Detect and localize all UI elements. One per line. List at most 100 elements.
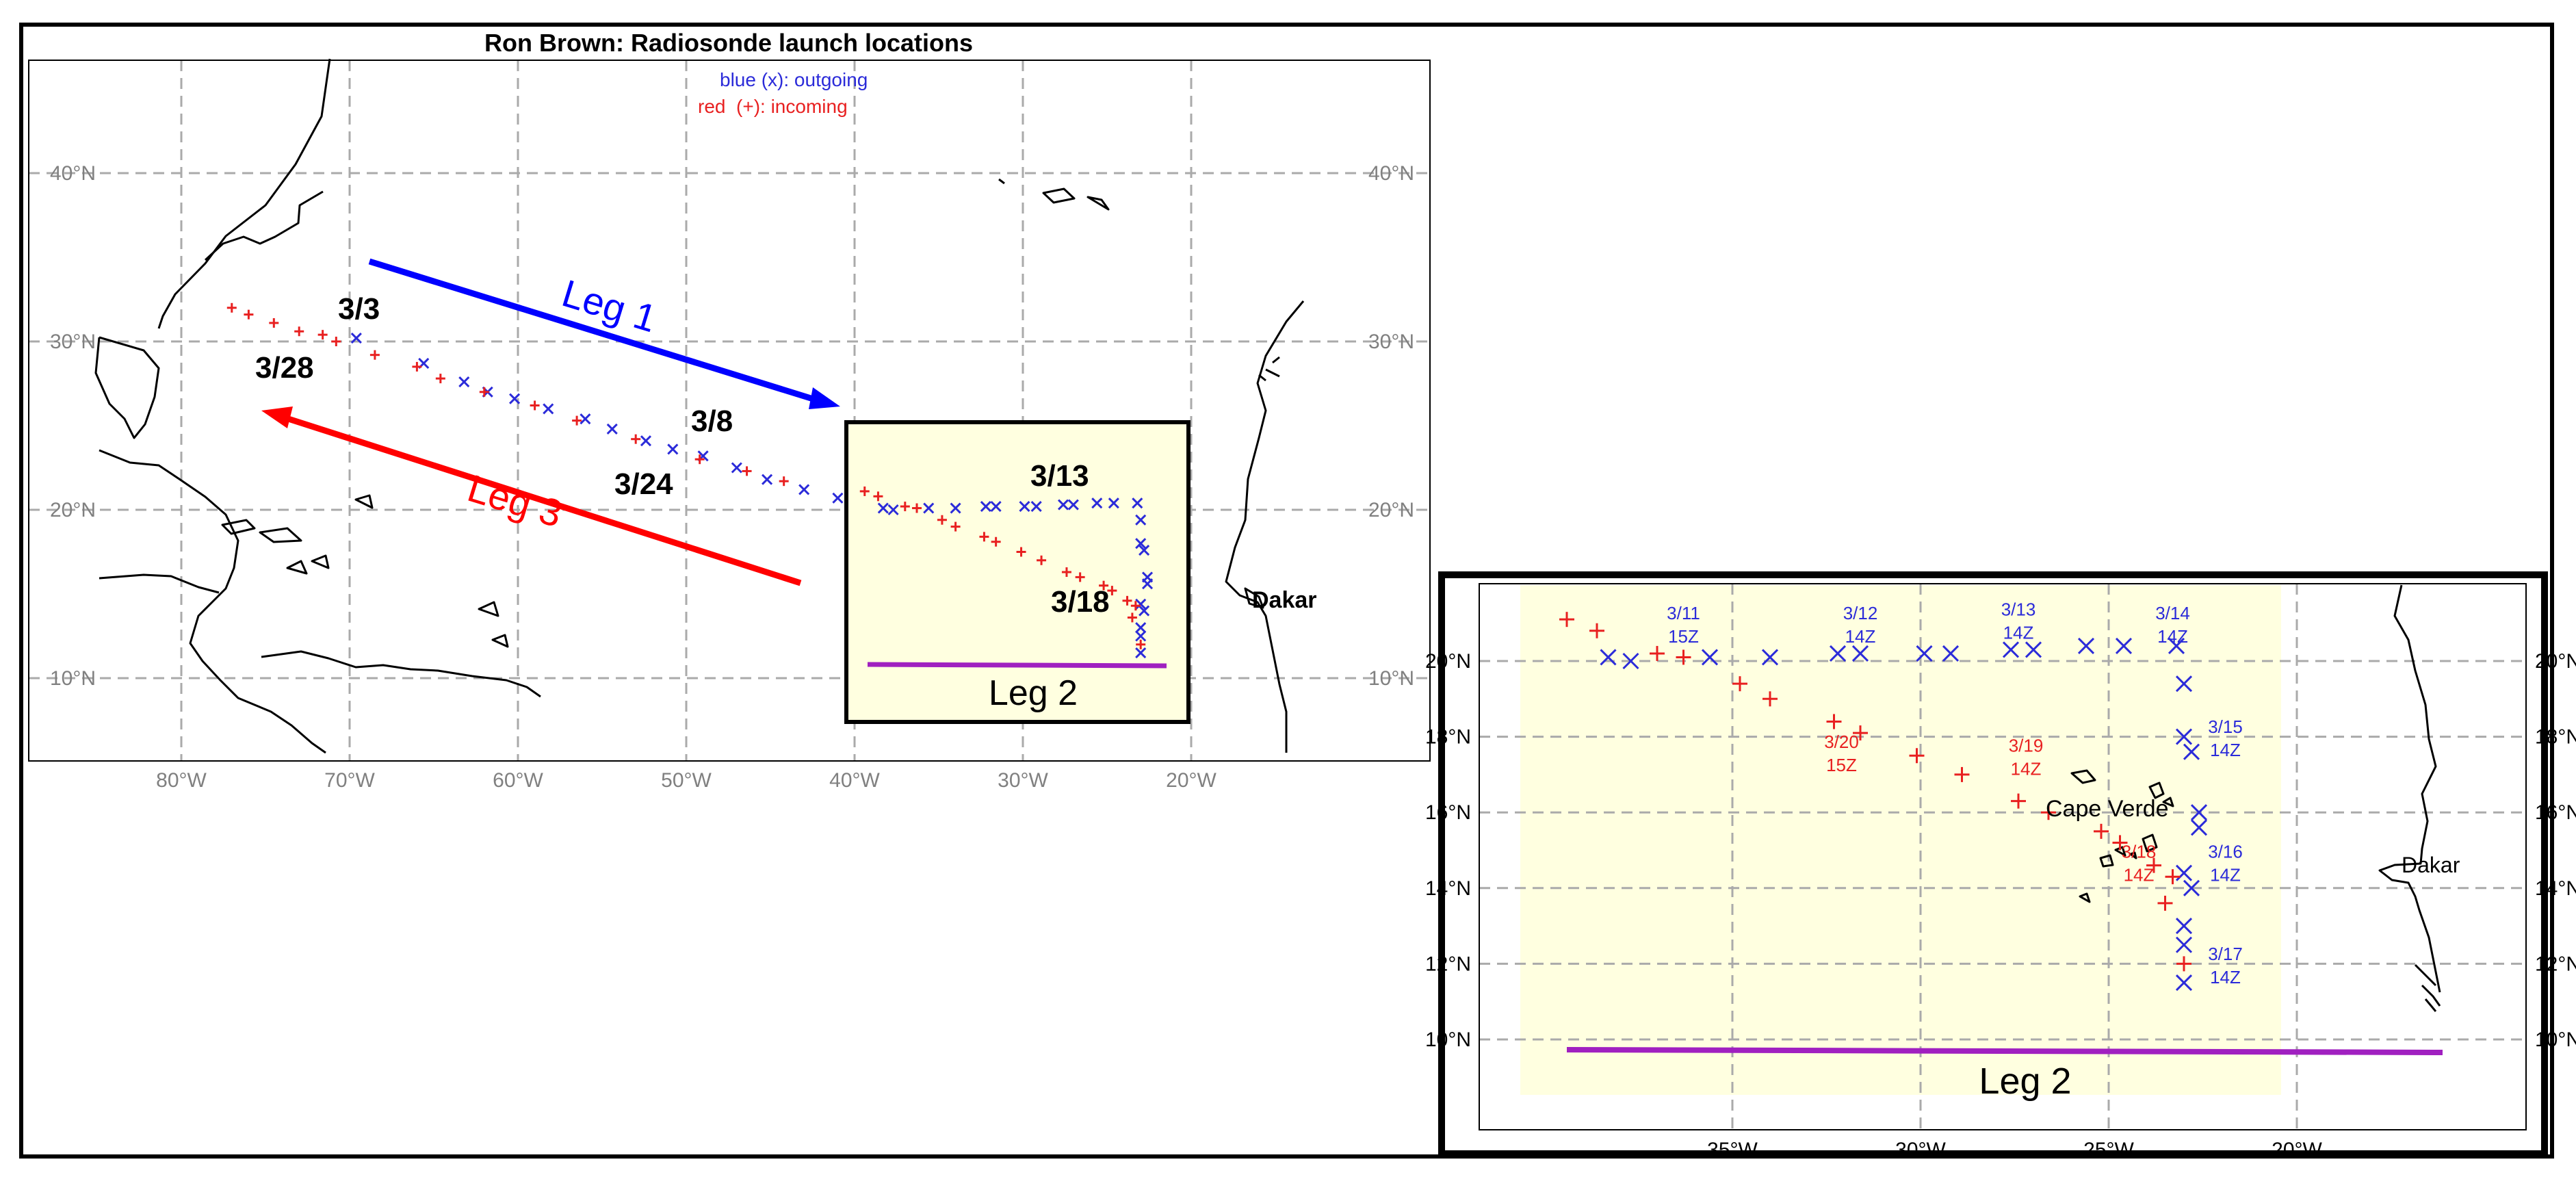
incoming-launch-marker xyxy=(369,350,380,360)
inset-incoming-launch-marker xyxy=(2146,857,2161,873)
incoming-launch-marker xyxy=(1016,547,1026,557)
incoming-launch-marker xyxy=(742,466,752,476)
inset-outgoing-launch-marker xyxy=(2190,819,2208,836)
date-label-3-28: 3/28 xyxy=(255,351,314,385)
date-label-3-3: 3/3 xyxy=(338,292,380,326)
leg2-label: Leg 2 xyxy=(989,673,1078,713)
inset-lat-tick-label-right: 14°N xyxy=(2535,877,2576,900)
inset-outgoing-launch-marker xyxy=(2175,675,2193,693)
main-map-frame xyxy=(28,60,1431,762)
inset-lat-tick-label-right: 10°N xyxy=(2535,1029,2576,1051)
lon-tick-label: 70°W xyxy=(324,769,375,792)
incoming-launch-marker xyxy=(1037,555,1047,565)
outgoing-launch-marker xyxy=(1141,578,1154,590)
inset-launch-date-label: 3/15 xyxy=(2208,716,2243,737)
outgoing-launch-marker xyxy=(1132,497,1143,509)
lon-tick-label: 40°W xyxy=(829,769,880,792)
inset-lon-tick-label: 30°W xyxy=(1895,1139,1946,1161)
inset-launch-date-label: 3/18 xyxy=(2122,842,2157,862)
outgoing-launch-marker xyxy=(350,333,362,344)
incoming-launch-marker xyxy=(1130,601,1141,611)
inset-lat-tick-label-left: 14°N xyxy=(1425,877,1471,900)
incoming-launch-marker xyxy=(1099,580,1109,591)
outgoing-launch-marker xyxy=(509,393,521,404)
inset-lat-tick-label-left: 18°N xyxy=(1425,726,1471,749)
inset-outgoing-launch-marker xyxy=(1622,652,1639,670)
inset-incoming-launch-marker xyxy=(1826,714,1842,729)
outgoing-launch-marker xyxy=(580,413,591,425)
lat-tick-label-right: 20°N xyxy=(1368,499,1414,521)
lat-tick-label-right: 10°N xyxy=(1368,667,1414,690)
lat-tick-label-left: 30°N xyxy=(50,331,96,353)
inset-launch-time-label: 14Z xyxy=(2210,865,2241,885)
main-map-grid xyxy=(29,60,1430,761)
lat-tick-label-right: 30°N xyxy=(1368,331,1414,353)
place-label-dakar-inset: Dakar xyxy=(2402,853,2460,877)
outgoing-launch-marker xyxy=(731,462,742,474)
incoming-launch-marker xyxy=(1127,612,1137,623)
inset-incoming-launch-marker xyxy=(1853,725,1868,741)
incoming-launch-marker xyxy=(694,454,705,465)
inset-incoming-launch-marker xyxy=(2094,823,2109,839)
outgoing-launch-marker xyxy=(1135,647,1147,659)
inset-lat-tick-label-right: 16°N xyxy=(2535,801,2576,824)
outgoing-launch-marker xyxy=(1135,514,1147,526)
inset-outgoing-launch-marker xyxy=(2190,804,2208,821)
inset-launch-date-label: 3/12 xyxy=(1843,603,1878,623)
inset-lat-tick-label-right: 18°N xyxy=(2535,726,2576,749)
main-map-tick-labels: 80°W 70°W 60°W 50°W 40°W 30°W 20°W 40°N 40°N 30°N… xyxy=(50,162,1414,792)
outgoing-launch-marker xyxy=(762,474,773,485)
inset-lon-tick-label: 25°W xyxy=(2083,1139,2134,1161)
inset-outgoing-launch-marker xyxy=(2175,728,2193,745)
inset-lat-tick-label-right: 20°N xyxy=(2535,650,2576,673)
lon-tick-label: 20°W xyxy=(1166,769,1217,792)
outgoing-launch-marker xyxy=(1030,501,1042,513)
outgoing-launch-marker xyxy=(877,502,889,514)
inset-outgoing-launch-marker xyxy=(2175,936,2193,953)
incoming-launch-marker xyxy=(950,521,961,532)
incoming-launch-marker xyxy=(331,337,341,346)
incoming-launch-marker xyxy=(859,486,870,496)
main-map-launch-markers xyxy=(226,302,1154,659)
inset-launch-time-label: 15Z xyxy=(1826,755,1857,775)
inset-incoming-launch-marker xyxy=(1732,676,1747,692)
inset-map-tick-labels: 35°W 30°W 25°W 20°W 20°N 20°N 18°N 18°N 16°N 16°N… xyxy=(1425,650,2576,1161)
inset-map-grid xyxy=(1479,584,2526,1130)
inset-outgoing-launch-marker xyxy=(2077,637,2095,654)
outgoing-launch-marker xyxy=(640,435,652,447)
leg2-line xyxy=(867,662,1167,669)
date-label-3-13: 3/13 xyxy=(1030,459,1089,493)
outgoing-launch-marker xyxy=(1135,630,1147,642)
incoming-launch-marker xyxy=(1061,567,1071,578)
inset-launch-date-label: 3/20 xyxy=(1824,732,1859,752)
outgoing-launch-marker xyxy=(1139,605,1150,617)
inset-outgoing-launch-marker xyxy=(2175,918,2193,935)
lat-tick-label-left: 10°N xyxy=(50,667,96,690)
incoming-launch-marker xyxy=(912,503,922,513)
place-label-dakar: Dakar xyxy=(1252,587,1317,613)
lat-tick-label-left: 20°N xyxy=(50,499,96,521)
inset-outgoing-launch-marker xyxy=(1761,649,1779,666)
inset-launch-time-label: 14Z xyxy=(1845,626,1876,647)
outgoing-launch-marker xyxy=(990,501,1002,513)
inset-leg2-line xyxy=(1566,1047,2443,1055)
inset-outgoing-launch-marker xyxy=(2175,864,2193,881)
inset-lat-tick-label-left: 16°N xyxy=(1425,801,1471,824)
incoming-launch-marker xyxy=(1136,639,1146,649)
inset-incoming-launch-marker xyxy=(1954,766,1970,782)
incoming-launch-marker xyxy=(779,476,789,487)
lon-tick-label: 50°W xyxy=(661,769,712,792)
inset-outgoing-launch-marker xyxy=(2183,743,2200,760)
inset-outgoing-launch-marker xyxy=(2025,641,2042,658)
inset-outgoing-launch-marker xyxy=(1600,649,1617,666)
inset-incoming-launch-marker xyxy=(1909,748,1925,764)
inset-incoming-launch-marker xyxy=(1650,645,1665,661)
outgoing-launch-marker xyxy=(980,501,991,513)
inset-lon-tick-label: 35°W xyxy=(1707,1139,1758,1161)
inset-incoming-launch-marker xyxy=(1589,623,1604,638)
date-label-3-24: 3/24 xyxy=(614,467,673,501)
inset-launch-time-label: 14Z xyxy=(2124,865,2155,885)
outgoing-launch-marker xyxy=(950,502,961,514)
